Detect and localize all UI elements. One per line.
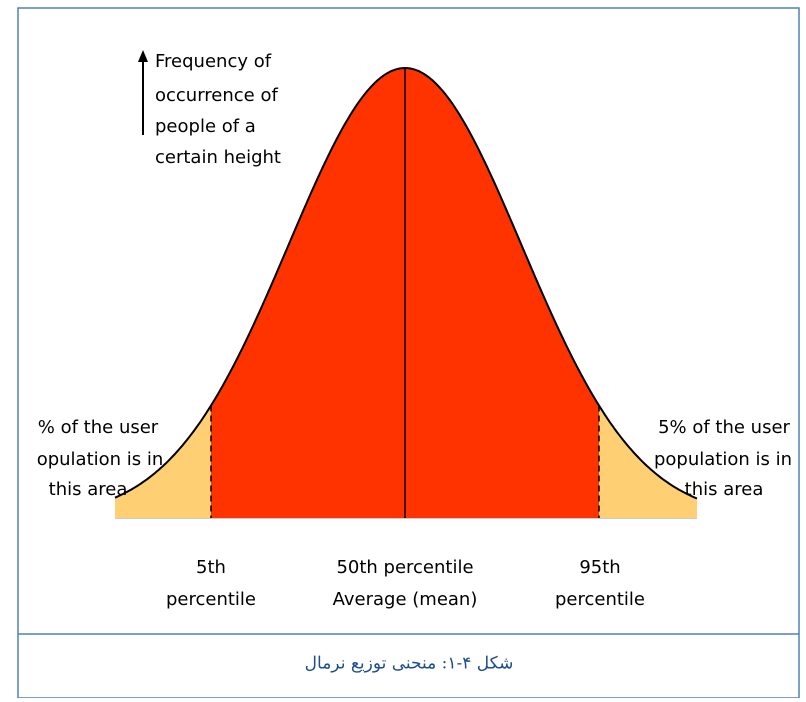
left-note: % of the user	[38, 417, 159, 438]
right-note: 5% of the user	[658, 417, 790, 438]
axis-label: occurrence of	[155, 85, 278, 106]
right-note: this area	[685, 479, 764, 500]
marker-label: percentile	[166, 589, 256, 610]
left-note: this area	[49, 479, 128, 500]
right-note: population is in	[654, 449, 792, 470]
marker-label: 5th	[196, 557, 226, 578]
right-tail	[599, 405, 697, 518]
axis-label: certain height	[155, 147, 281, 168]
labels: Frequency of occurrence of people of a c…	[37, 51, 792, 674]
caption: شکل ۴-۱: منحنی توزیع نرمال	[305, 654, 514, 674]
left-note: opulation is in	[37, 449, 164, 470]
marker-label: Average (mean)	[333, 589, 478, 610]
arrow-head	[138, 50, 148, 62]
left-tail	[115, 405, 211, 518]
marker-label: percentile	[555, 589, 645, 610]
axis-label: people of a	[155, 116, 256, 137]
axis-label: Frequency of	[155, 51, 272, 72]
curve-line	[114, 66, 698, 500]
marker-label: 95th	[579, 557, 620, 578]
marker-label: 50th percentile	[336, 557, 473, 578]
